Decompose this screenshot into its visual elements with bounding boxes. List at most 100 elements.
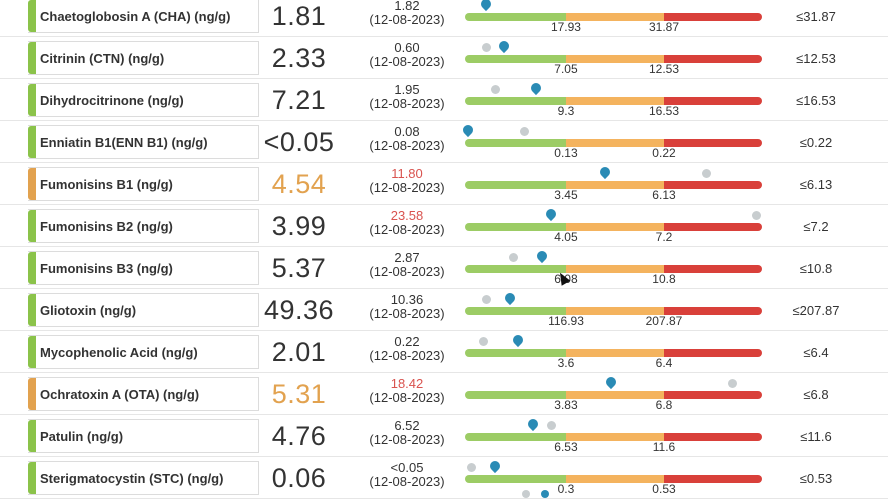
analyte-name: Mycophenolic Acid (ng/g) [40, 344, 198, 360]
range-bar [465, 55, 762, 63]
range-high-segment [663, 307, 762, 315]
previous-value: 1.95 [394, 82, 420, 97]
previous-result: 1.95 (12-08-2023) [352, 83, 462, 111]
analyte-cell: Dihydrocitrinone (ng/g) [28, 83, 259, 117]
range-normal-segment [465, 475, 566, 483]
analyte-name: Sterigmatocystin (STC) (ng/g) [40, 470, 224, 486]
range-borderline-segment [565, 307, 664, 315]
range-borderline-segment [565, 433, 664, 441]
analyte-cell: Fumonisins B3 (ng/g) [28, 251, 259, 285]
current-value: 49.36 [263, 294, 335, 325]
analyte-cell: Chaetoglobosin A (CHA) (ng/g) [28, 0, 259, 33]
range-normal-segment [465, 55, 566, 63]
previous-result-marker [481, 295, 491, 304]
previous-value: 0.08 [394, 124, 420, 139]
table-row: Sterigmatocystin (STC) (ng/g) 0.06 <0.05… [0, 458, 888, 499]
range-tick-1: 3.45 [554, 188, 578, 202]
previous-result-marker [752, 211, 762, 220]
range-tick-1: 6.08 [554, 272, 578, 286]
range-bar [465, 475, 762, 483]
previous-result: 1.82 (12-08-2023) [352, 0, 462, 27]
previous-value: 1.82 [394, 0, 420, 13]
range-high-segment [663, 55, 762, 63]
current-result-marker [478, 0, 493, 12]
reference-limit: ≤31.87 [796, 8, 836, 24]
reference-limit: ≤10.8 [799, 260, 833, 276]
analyte-cell: Citrinin (CTN) (ng/g) [28, 41, 259, 75]
analyte-cell: Gliotoxin (ng/g) [28, 293, 259, 327]
analyte-name: Chaetoglobosin A (CHA) (ng/g) [40, 8, 231, 24]
range-borderline-segment [565, 349, 664, 357]
range-normal-segment [465, 97, 566, 105]
previous-value: 11.80 [391, 166, 423, 181]
current-value: 5.37 [271, 252, 327, 283]
reference-limit: ≤0.22 [799, 134, 833, 150]
reference-limit: ≤207.87 [792, 302, 840, 318]
range-tick-1: 0.3 [557, 482, 575, 496]
analyte-name: Gliotoxin (ng/g) [40, 302, 137, 318]
status-flag [28, 0, 36, 32]
analyte-name: Enniatin B1(ENN B1) (ng/g) [40, 134, 208, 150]
previous-result: 2.87 (12-08-2023) [352, 251, 462, 279]
range-tick-1: 17.93 [550, 20, 581, 34]
previous-date: (12-08-2023) [369, 54, 445, 69]
analyte-cell: Patulin (ng/g) [28, 419, 259, 453]
range-borderline-segment [565, 475, 664, 483]
previous-value: 0.22 [394, 334, 420, 349]
range-tick-2: 6.4 [655, 356, 673, 370]
reference-limit: ≤6.4 [803, 344, 829, 360]
previous-result: 10.36 (12-08-2023) [352, 293, 462, 321]
analyte-name: Patulin (ng/g) [40, 428, 124, 444]
current-value: 4.54 [271, 168, 327, 199]
previous-date: (12-08-2023) [369, 12, 445, 27]
table-row: Citrinin (CTN) (ng/g) 2.33 0.60 (12-08-2… [0, 38, 888, 79]
previous-value: 23.58 [390, 208, 424, 223]
previous-result: 23.58 (12-08-2023) [352, 209, 462, 237]
previous-result: 0.60 (12-08-2023) [352, 41, 462, 69]
previous-result-marker [547, 421, 557, 430]
analyte-cell: Fumonisins B1 (ng/g) [28, 167, 259, 201]
range-tick-1: 4.05 [554, 230, 578, 244]
range-borderline-segment [565, 223, 664, 231]
previous-result-marker [520, 127, 530, 136]
previous-result-marker [490, 85, 500, 94]
range-normal-segment [465, 139, 566, 147]
range-normal-segment [465, 223, 566, 231]
status-flag [28, 168, 36, 200]
range-borderline-segment [565, 265, 664, 273]
previous-result: 11.80 (12-08-2023) [352, 167, 462, 195]
range-normal-segment [465, 349, 566, 357]
table-row: Mycophenolic Acid (ng/g) 2.01 0.22 (12-0… [0, 332, 888, 373]
range-borderline-segment [565, 55, 664, 63]
current-value: 4.76 [271, 420, 327, 451]
previous-result: 0.08 (12-08-2023) [352, 125, 462, 153]
current-result-marker [496, 38, 511, 54]
range-high-segment [663, 139, 762, 147]
range-borderline-segment [565, 139, 664, 147]
range-high-segment [663, 181, 762, 189]
analyte-name: Citrinin (CTN) (ng/g) [40, 50, 165, 66]
table-row: Patulin (ng/g) 4.76 6.52 (12-08-2023) 6.… [0, 416, 888, 457]
range-tick-2: 12.53 [648, 62, 679, 76]
previous-marker [522, 490, 530, 498]
previous-date: (12-08-2023) [369, 390, 445, 405]
current-value: 2.01 [271, 336, 327, 367]
range-bar [465, 139, 762, 147]
status-flag [28, 42, 36, 74]
previous-date: (12-08-2023) [369, 474, 445, 489]
reference-limit: ≤7.2 [803, 218, 829, 234]
analyte-name: Dihydrocitrinone (ng/g) [40, 92, 184, 108]
current-result-marker [603, 374, 618, 390]
range-tick-2: 207.87 [645, 314, 683, 328]
range-tick-2: 6.13 [652, 188, 676, 202]
analyte-cell: Enniatin B1(ENN B1) (ng/g) [28, 125, 259, 159]
range-tick-2: 6.8 [655, 398, 673, 412]
range-normal-segment [465, 181, 566, 189]
previous-value: <0.05 [390, 460, 424, 475]
status-flag [28, 126, 36, 158]
table-row: Fumonisins B1 (ng/g) 4.54 11.80 (12-08-2… [0, 164, 888, 205]
current-value: 5.31 [271, 378, 327, 409]
status-flag [28, 378, 36, 410]
table-row: Fumonisins B3 (ng/g) 5.37 2.87 (12-08-20… [0, 248, 888, 289]
previous-result-marker [466, 463, 476, 472]
